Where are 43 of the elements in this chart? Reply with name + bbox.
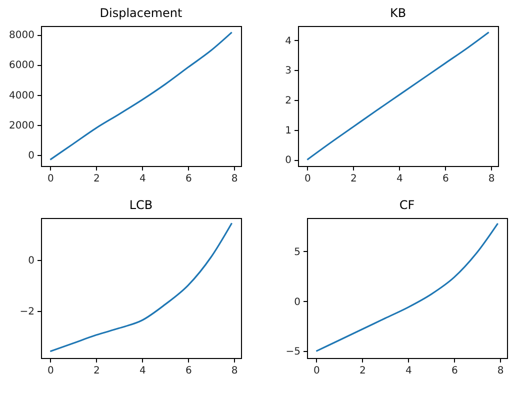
x-tick-label: 4: [405, 366, 412, 376]
x-tick-label: 0: [304, 174, 311, 184]
y-tick-label: −5: [286, 346, 300, 358]
y-tick-label: 0: [28, 150, 34, 162]
x-tick-label: 2: [93, 174, 100, 184]
x-tick-label: 4: [139, 174, 146, 184]
y-tick-label: 0: [28, 256, 34, 267]
x-tick-label: 8: [497, 366, 504, 376]
line-series: [49, 32, 233, 160]
y-tick-label: 8000: [9, 30, 34, 42]
chart-title: KB: [390, 6, 406, 20]
x-tick-label: 8: [231, 174, 238, 184]
x-tick-label: 8: [488, 174, 495, 184]
y-tick-label: 2: [285, 96, 292, 107]
x-tick-label: 6: [185, 366, 192, 376]
x-tick-label: 6: [451, 366, 458, 376]
y-tick-label: 5: [294, 246, 300, 258]
y-tick-label: 4000: [9, 90, 34, 102]
x-tick-label: 8: [231, 366, 238, 376]
chart-title: CF: [399, 198, 415, 212]
x-tick-label: 4: [396, 174, 403, 184]
chart-title: LCB: [129, 198, 153, 212]
y-tick-label: 3: [285, 66, 292, 77]
chart-title: Displacement: [100, 6, 183, 20]
y-tick-label: 6000: [9, 60, 34, 72]
x-tick-label: 0: [48, 174, 54, 184]
x-tick-label: 6: [442, 174, 449, 184]
y-tick-label: −2: [20, 306, 34, 318]
y-tick-label: 1: [285, 125, 292, 136]
x-tick-label: 0: [48, 366, 54, 376]
x-tick-label: 2: [93, 366, 100, 376]
x-tick-label: 2: [359, 366, 366, 376]
y-tick-label: 0: [285, 155, 292, 166]
x-tick-label: 6: [185, 174, 192, 184]
y-tick-label: 4: [285, 36, 292, 47]
line-series: [306, 31, 490, 161]
line-series: [49, 222, 233, 352]
x-tick-label: 4: [139, 366, 146, 376]
y-tick-label: 2000: [9, 120, 34, 132]
x-tick-label: 2: [350, 174, 357, 184]
y-tick-label: 0: [294, 296, 300, 308]
line-series: [315, 222, 499, 352]
x-tick-label: 0: [314, 366, 320, 376]
